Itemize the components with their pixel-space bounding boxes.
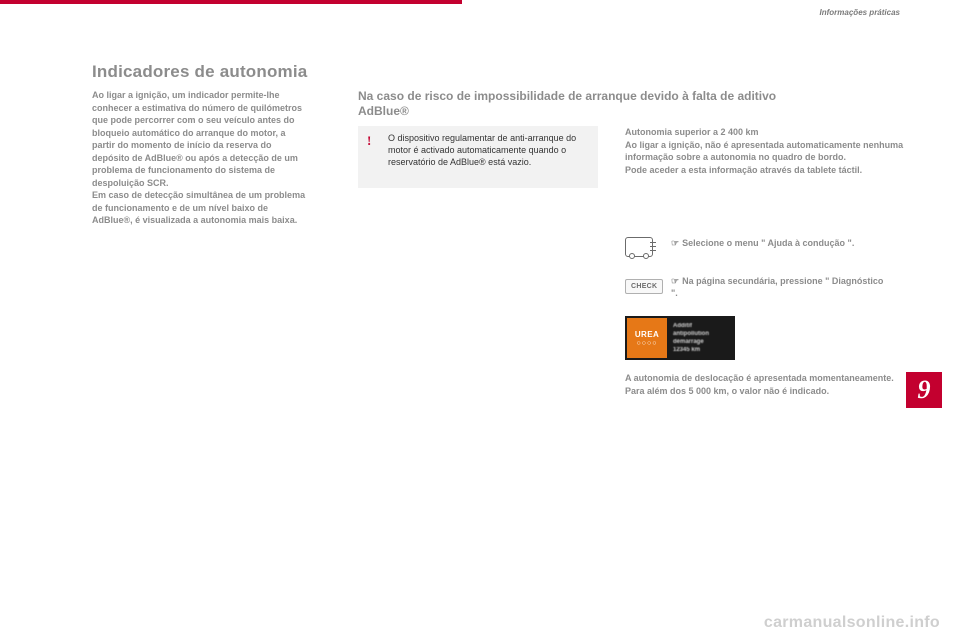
warning-box: ! O dispositivo regulamentar de anti-arr… — [358, 126, 598, 188]
urea-line: 12345 km — [673, 346, 731, 354]
page-root: Informações práticas Indicadores de auto… — [0, 0, 960, 640]
check-label: CHECK — [625, 279, 663, 294]
bullet-text-1: ☞Selecione o menu " Ajuda à condução ". — [671, 237, 891, 249]
autonomy-paragraph: Autonomia superior a 2 400 kmAo ligar a … — [625, 126, 905, 176]
urea-label: UREA — [635, 330, 659, 339]
urea-dots: ○○○○ — [637, 340, 658, 347]
check-button-icon: CHECK — [625, 275, 663, 294]
urea-line: Additif — [673, 322, 731, 330]
urea-display: UREA ○○○○ Additif antipollution démarrag… — [625, 316, 735, 360]
bullet-text-2: ☞Na página secundária, pressione " Diagn… — [671, 275, 891, 299]
warning-icon: ! — [367, 133, 371, 149]
watermark: carmanualsonline.info — [764, 614, 940, 632]
urea-tile: UREA ○○○○ — [627, 318, 667, 358]
urea-line: antipollution — [673, 330, 731, 338]
urea-line: démarrage — [673, 338, 731, 346]
urea-blur-text: Additif antipollution démarrage 12345 km — [669, 316, 735, 360]
car-icon — [625, 237, 653, 257]
section-number-badge: 9 — [906, 372, 942, 408]
warning-text: O dispositivo regulamentar de anti-arran… — [388, 132, 590, 168]
page-title: Indicadores de autonomia — [92, 62, 307, 82]
sub-heading: Na caso de risco de impossibilidade de a… — [358, 89, 818, 119]
breadcrumb: Informações práticas — [820, 8, 900, 17]
intro-paragraph: Ao ligar a ignição, um indicador permite… — [92, 89, 308, 227]
pointer-icon: ☞ — [671, 237, 679, 249]
pointer-icon: ☞ — [671, 275, 679, 287]
red-top-bar — [0, 0, 462, 4]
after-urea-paragraph: A autonomia de deslocação é apresentada … — [625, 372, 895, 397]
